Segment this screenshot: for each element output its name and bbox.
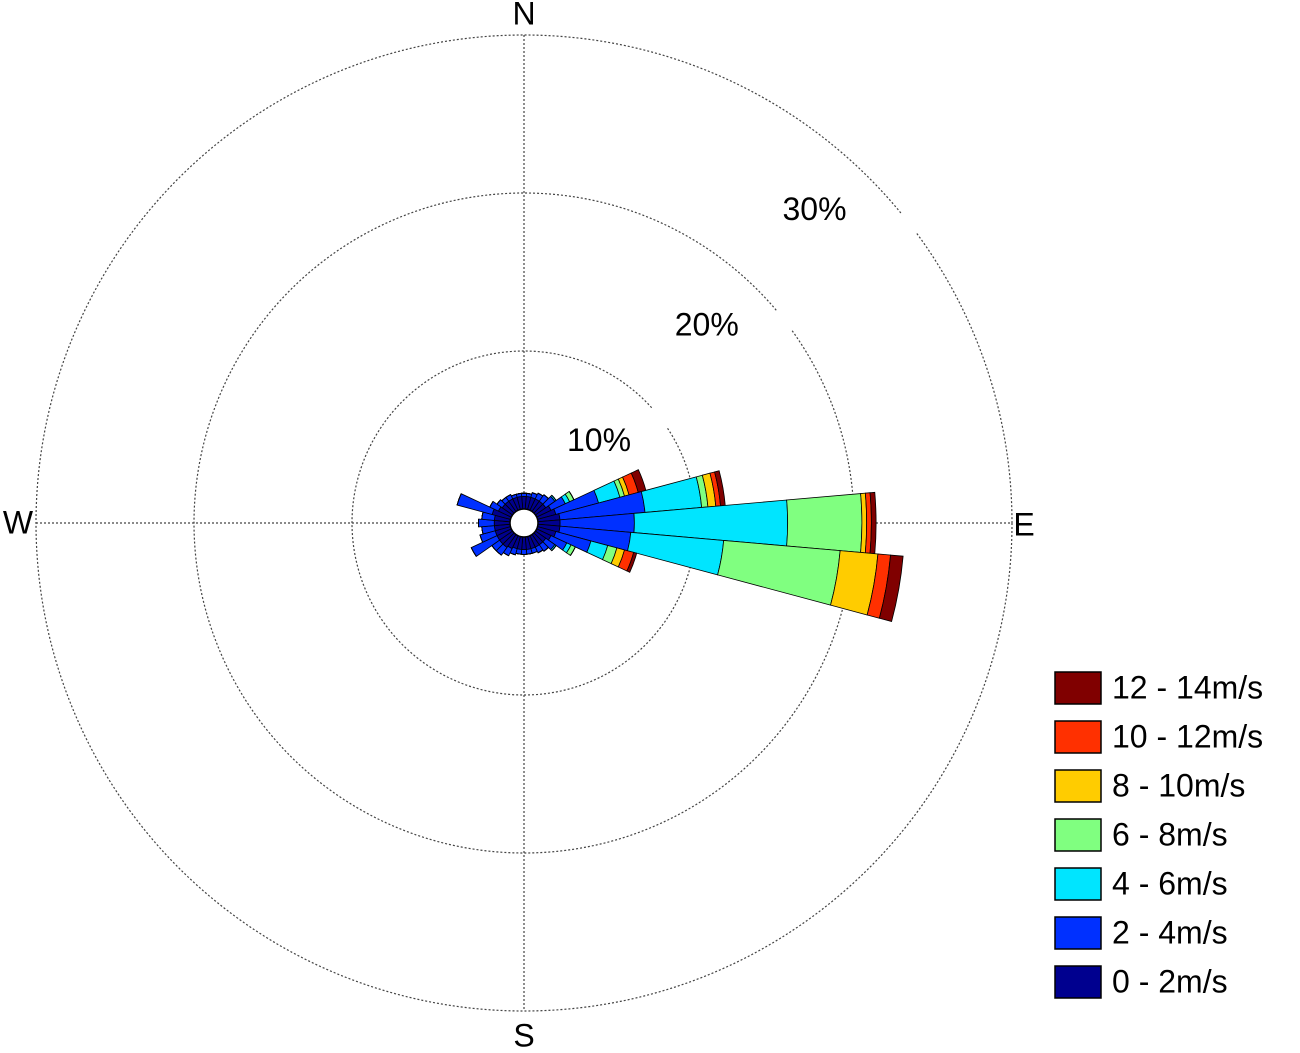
legend-swatch [1054, 818, 1102, 852]
petal-segment [496, 499, 501, 505]
legend-swatch [1054, 916, 1102, 950]
compass-label: N [512, 0, 535, 31]
legend-swatch [1054, 867, 1102, 901]
legend-label: 10 - 12m/s [1112, 718, 1263, 754]
petal-segment [640, 476, 703, 513]
legend-swatch [1054, 965, 1102, 999]
petal-segment [520, 492, 528, 497]
legend-swatch [1054, 720, 1102, 754]
compass-label: S [513, 1017, 534, 1053]
ring-label: 10% [567, 422, 631, 458]
compass-label: W [3, 504, 34, 540]
petal-segment [537, 549, 544, 554]
petal-segment [520, 549, 528, 555]
ring-label: 30% [783, 191, 847, 227]
petal-segment [505, 494, 511, 498]
legend-label: 8 - 10m/s [1112, 767, 1245, 803]
ring-label: 20% [675, 306, 739, 342]
ring-gap [641, 399, 678, 436]
legend-label: 2 - 4m/s [1112, 914, 1228, 950]
petal-segment [456, 493, 462, 506]
compass-label: E [1013, 506, 1034, 542]
petal-segment [717, 540, 841, 606]
legend-label: 12 - 14m/s [1112, 669, 1263, 705]
petal-segment [456, 493, 495, 515]
legend-swatch [1054, 769, 1102, 803]
legend-label: 0 - 2m/s [1112, 963, 1228, 999]
center-hole [509, 508, 539, 538]
ring-gap [765, 301, 803, 338]
legend-label: 6 - 8m/s [1112, 816, 1228, 852]
petal-segment [786, 493, 863, 553]
ring-gap [890, 204, 927, 241]
petal-segment [551, 545, 557, 552]
legend-label: 4 - 6m/s [1112, 865, 1228, 901]
legend-swatch [1054, 671, 1102, 705]
petal-segment [878, 554, 904, 622]
petal-segment [626, 551, 638, 573]
